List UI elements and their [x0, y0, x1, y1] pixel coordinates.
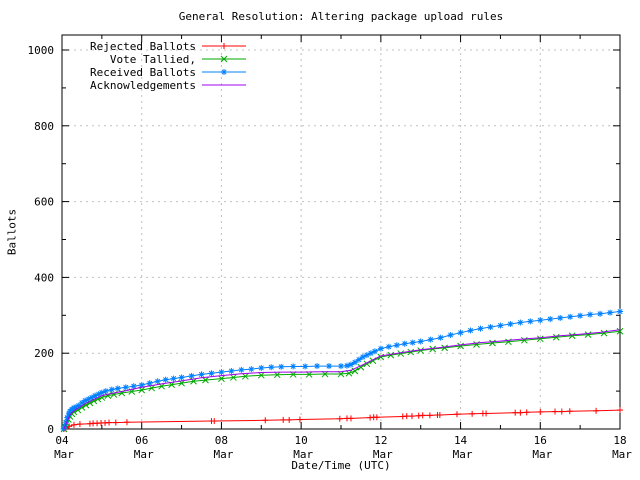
- legend-label-vote-tallied: Vote Tallied,: [110, 53, 196, 66]
- legend-sample-received-ballots: [202, 69, 246, 75]
- series-rejected-ballots: [60, 407, 623, 432]
- x-tick-month: Mar: [453, 448, 473, 461]
- x-axis-label: Date/Time (UTC): [291, 459, 391, 472]
- legend-label-rejected-ballots: Rejected Ballots: [90, 40, 196, 53]
- x-tick-month: Mar: [134, 448, 154, 461]
- legend-sample-vote-tallied: [202, 55, 246, 63]
- x-tick-day: 06: [135, 434, 148, 447]
- y-tick-label: 200: [34, 347, 54, 360]
- x-tick-day: 08: [215, 434, 228, 447]
- y-tick-label: 0: [47, 423, 54, 436]
- y-tick-label: 400: [34, 271, 54, 284]
- y-tick-label: 600: [34, 196, 54, 209]
- legend-label-acknowledgements: Acknowledgements: [90, 79, 196, 92]
- series-acknowledgements: [63, 329, 621, 430]
- series-received-ballots: [60, 308, 623, 432]
- y-tick-label: 800: [34, 120, 54, 133]
- x-tick-day: 10: [295, 434, 308, 447]
- series-vote-tallied: [60, 327, 624, 433]
- gridlines: [62, 35, 620, 429]
- x-tick-month: Mar: [532, 448, 552, 461]
- legend-sample-rejected-ballots: [202, 43, 246, 49]
- x-tick-month: Mar: [373, 448, 393, 461]
- x-tick-month: Mar: [293, 448, 313, 461]
- x-tick-month: Mar: [54, 448, 74, 461]
- x-tick-day: 16: [534, 434, 547, 447]
- x-tick-day: 18: [613, 434, 626, 447]
- x-tick-month: Mar: [213, 448, 233, 461]
- axis-ticks: [61, 35, 621, 430]
- x-tick-day: 14: [454, 434, 468, 447]
- x-tick-day: 12: [374, 434, 387, 447]
- x-tick-month: Mar: [612, 448, 632, 461]
- chart-title: General Resolution: Altering package upl…: [178, 10, 504, 23]
- tick-labels: 0200400600800100004Mar06Mar08Mar10Mar12M…: [28, 44, 633, 461]
- plot-border: [61, 34, 621, 430]
- legend-label-received-ballots: Received Ballots: [90, 66, 196, 79]
- x-tick-day: 04: [55, 434, 69, 447]
- y-tick-label: 1000: [28, 44, 55, 57]
